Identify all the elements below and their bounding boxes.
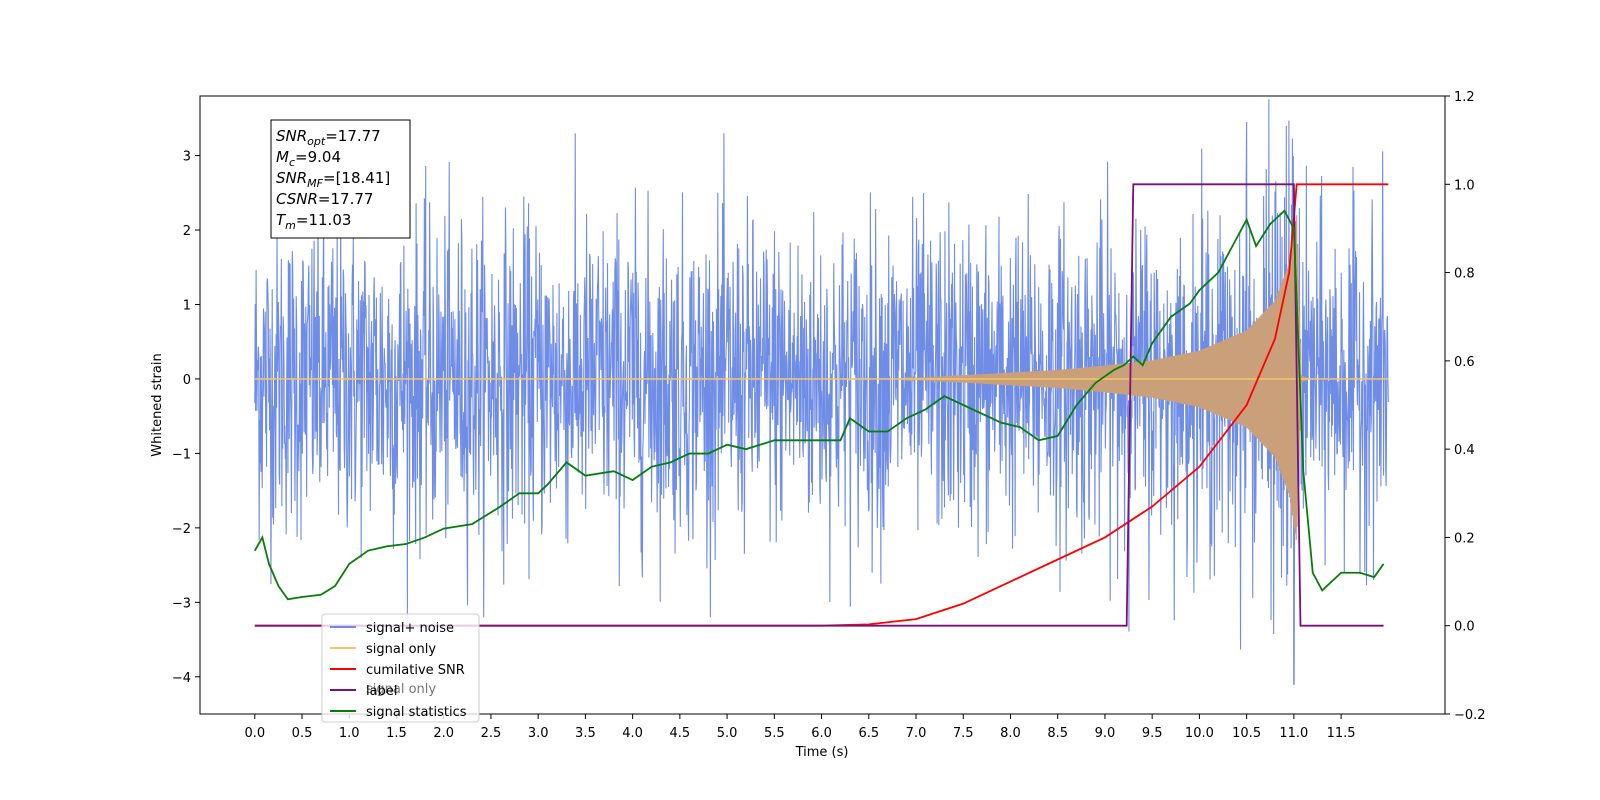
x-tick-label: 5.0	[717, 726, 738, 741]
legend: signal only signal+ noise signal only cumil…	[321, 613, 480, 723]
y-left-tick-label: −4	[172, 671, 191, 686]
x-tick-label: 6.5	[858, 726, 879, 741]
line-signal-statistics	[254, 209, 1385, 601]
y-left-tick-label: −1	[172, 447, 191, 462]
x-tick-label: 4.0	[622, 726, 643, 741]
x-tick-label: 9.5	[1142, 726, 1163, 741]
x-axis: 0.0 0.5 1.0 1.5 2.0 2.5 3.0 3.5 4.0 4.5 5.0 5.5 6.0 6…	[244, 714, 1356, 741]
y-axis-right: 1.2 1.0 0.8 0.6 0.4 0.2 0.0 −0.2	[1445, 90, 1486, 723]
signal-noise-line	[254, 99, 1389, 685]
line-cumilative-snr	[254, 183, 1389, 627]
annotation-frame	[270, 119, 411, 239]
line-label	[254, 183, 1384, 627]
x-tick-label: 7.5	[953, 726, 974, 741]
x-tick-label: 5.5	[764, 726, 785, 741]
x-tick-label: 10.5	[1232, 726, 1261, 741]
x-tick-label: 2.0	[433, 726, 454, 741]
y-right-tick-label: 0.4	[1454, 443, 1475, 458]
x-tick-label: 2.5	[481, 726, 502, 741]
x-tick-label: 3.5	[575, 726, 596, 741]
y-right-tick-label: −0.2	[1454, 708, 1486, 723]
y-right-tick-label: 1.0	[1454, 178, 1475, 193]
x-axis-label: Time (s)	[795, 745, 849, 760]
y-right-tick-label: 1.2	[1454, 90, 1475, 105]
x-tick-label: 6.0	[811, 726, 832, 741]
annotation-line: CSNR=17.77	[276, 190, 373, 208]
x-tick-label: 3.0	[528, 726, 549, 741]
x-tick-label: 1.0	[339, 726, 360, 741]
y-left-tick-label: 0	[183, 373, 191, 388]
legend-hidden-label: signal only	[366, 682, 436, 697]
x-tick-label: 7.0	[906, 726, 927, 741]
x-tick-label: 9.0	[1095, 726, 1116, 741]
x-tick-label: 1.5	[386, 726, 407, 741]
x-tick-label: 8.0	[1000, 726, 1021, 741]
legend-label: label	[366, 684, 397, 699]
y-left-tick-label: −2	[172, 522, 191, 537]
x-tick-label: 8.5	[1047, 726, 1068, 741]
y-right-tick-label: 0.0	[1454, 620, 1475, 635]
annotation-line: SNRMF=[18.41]	[276, 169, 390, 190]
annotation-line: Mc=9.04	[276, 148, 341, 169]
y-axis-left: 3 2 1 0 −1 −2 −3 −4	[172, 150, 200, 686]
y-right-tick-label: 0.8	[1454, 267, 1475, 282]
x-tick-label: 11.0	[1279, 726, 1308, 741]
x-tick-label: 0.0	[244, 726, 265, 741]
stats-annotation-box: SNRopt=17.77Mc=9.04SNRMF=[18.41]CSNR=17.…	[270, 119, 411, 239]
x-tick-label: 0.5	[292, 726, 313, 741]
plot-area-frame	[199, 95, 1446, 715]
legend-frame	[321, 613, 480, 723]
legend-label: signal+ noise	[366, 621, 454, 636]
y-right-tick-label: 0.2	[1454, 531, 1475, 546]
x-tick-label: 11.5	[1327, 726, 1356, 741]
series-signal-only	[254, 215, 1389, 540]
annotation-line: SNRopt=17.77	[276, 127, 381, 148]
y-left-tick-label: 1	[183, 298, 191, 313]
series-lines	[254, 183, 1389, 627]
y-right-tick-label: 0.6	[1454, 355, 1475, 370]
x-tick-label: 10.0	[1185, 726, 1214, 741]
annotation-line: Tm=11.03	[276, 211, 351, 232]
legend-label: cumilative SNR	[366, 663, 465, 678]
legend-label: signal only	[366, 642, 436, 657]
legend-label: signal statistics	[366, 705, 467, 720]
x-tick-label: 4.5	[670, 726, 691, 741]
y-axis-label: Whitened strain	[150, 353, 165, 456]
y-left-tick-label: −3	[172, 596, 191, 611]
y-left-tick-label: 2	[183, 224, 191, 239]
y-left-tick-label: 3	[183, 150, 191, 165]
series-signal-noise	[254, 99, 1389, 685]
